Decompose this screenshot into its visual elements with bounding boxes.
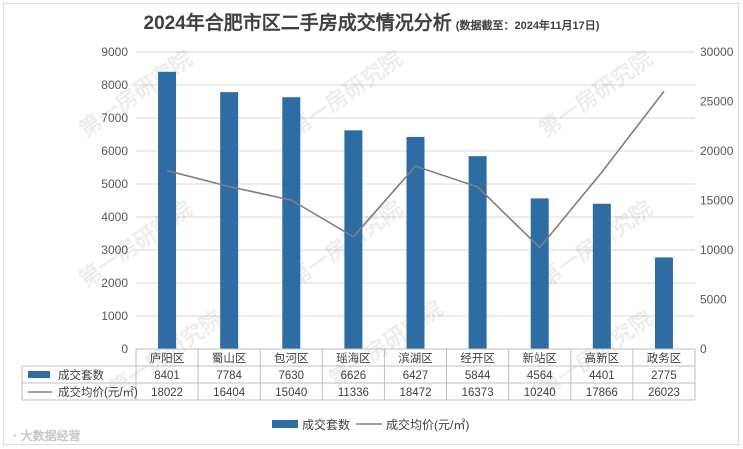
legend-label: 成交均价(元/㎡) [386,417,469,432]
bar [406,136,425,349]
category-label: 蜀山区 [212,352,247,365]
table-cell-line-value: 16373 [462,387,494,399]
category-label: 包河区 [274,352,309,365]
bar [530,198,549,349]
category-label: 瑶海区 [336,351,371,365]
right-axis-tick-label: 10000 [700,243,734,257]
left-axis-tick-label: 6000 [101,144,128,158]
left-axis-tick-label: 2000 [101,276,128,290]
category-label: 高新区 [585,351,620,365]
table-row-label: 成交均价(元/㎡) [58,385,138,399]
legend-label: 成交套数 [302,417,350,432]
chart-title: 2024年合肥市区二手房成交情况分析 [143,13,452,34]
right-axis-tick-label: 30000 [700,45,734,59]
table-cell-bar-value: 5844 [465,370,491,382]
bar [654,257,673,349]
bar [220,92,239,350]
bar [158,71,177,349]
left-axis-tick-label: 3000 [101,243,128,257]
category-label: 经开区 [460,352,495,365]
right-axis-tick-label: 25000 [700,95,734,109]
watermark-text: 第一房研究院 [534,46,656,142]
table-cell-bar-value: 6427 [403,370,429,382]
watermark-text: 第一房研究院 [284,46,406,142]
category-label: 庐阳区 [150,351,185,365]
left-axis-tick-label: 7000 [101,111,128,125]
table-cell-bar-value: 6626 [341,370,367,382]
table-row-label: 成交套数 [58,368,104,382]
table-cell-bar-value: 7630 [278,370,304,382]
right-axis-tick-label: 5000 [700,293,727,307]
right-axis-tick-label: 0 [700,342,707,356]
category-label: 新站区 [522,351,557,365]
chart-title-area: 2024年合肥市区二手房成交情况分析 (数据截至：2024年11月17日) [0,8,743,35]
left-axis-tick-label: 9000 [101,45,128,59]
watermark-text: 第一房研究院 [74,196,196,292]
left-axis-tick-label: 4000 [101,210,128,224]
table-cell-bar-value: 4564 [527,370,553,382]
table-cell-line-value: 16404 [213,387,246,399]
brand-logo: ◔ 大数据经营 [10,427,81,444]
bar [344,130,363,349]
table-cell-line-value: 11336 [338,387,369,399]
brand-text: 大数据经营 [20,429,81,443]
table-key-bar [28,371,50,378]
table-cell-line-value: 18472 [400,387,432,399]
left-axis-tick-label: 8000 [101,78,128,92]
right-axis-tick-label: 20000 [700,144,734,158]
left-axis-tick-label: 0 [121,342,128,356]
chart-subtitle: (数据截至：2024年11月17日) [455,20,600,32]
category-label: 滨湖区 [398,351,433,365]
table-cell-bar-value: 8401 [154,370,180,382]
bar [592,203,611,349]
table-cell-bar-value: 2775 [651,370,677,382]
left-axis-tick-label: 5000 [101,177,128,191]
left-axis-tick-label: 1000 [101,309,128,323]
table-cell-bar-value: 7784 [216,370,242,382]
table-cell-line-value: 18022 [151,387,183,399]
brand-mark-icon: ◔ [10,429,18,443]
table-cell-line-value: 26023 [648,387,680,399]
table-cell-line-value: 17866 [586,387,618,399]
chart-frame [3,3,739,445]
category-label: 政务区 [647,351,682,365]
bar [468,156,487,349]
legend-swatch-bar [272,420,298,428]
table-cell-line-value: 15040 [275,387,307,399]
table-cell-bar-value: 4401 [589,370,615,382]
watermark-text: 第一房研究院 [74,46,196,142]
right-axis-tick-label: 15000 [700,194,734,208]
bar [282,97,301,350]
table-cell-line-value: 10240 [524,387,556,399]
